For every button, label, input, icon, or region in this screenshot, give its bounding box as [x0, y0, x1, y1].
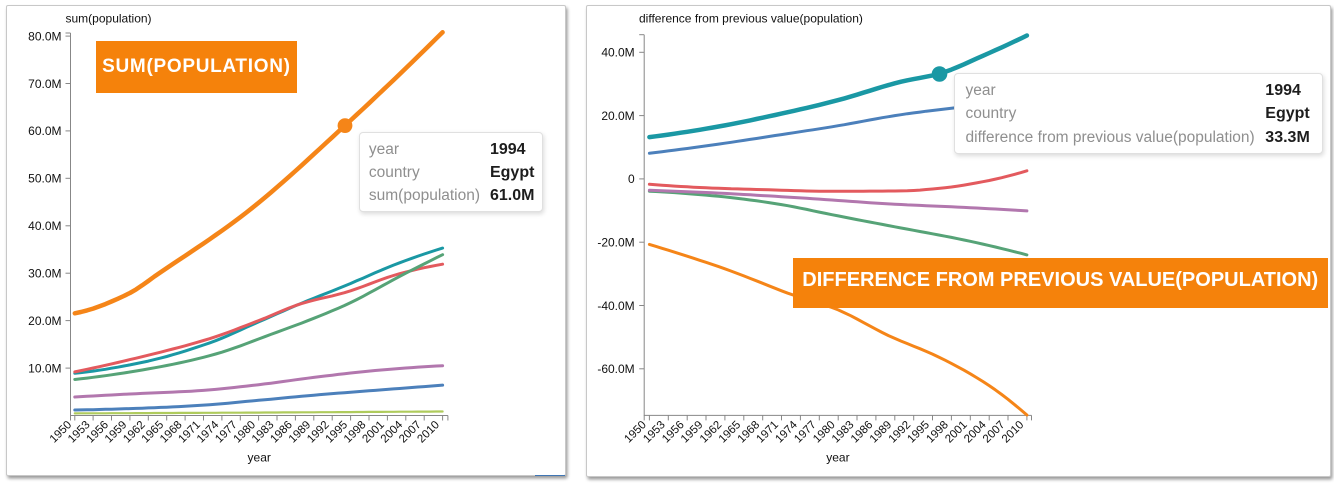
svg-text:year: year	[826, 451, 849, 465]
svg-text:0: 0	[628, 172, 635, 186]
svg-text:40.0M: 40.0M	[28, 219, 61, 233]
svg-text:-20.0M: -20.0M	[597, 236, 634, 250]
svg-text:year: year	[248, 451, 271, 465]
svg-text:-60.0M: -60.0M	[597, 362, 634, 376]
svg-text:60.0M: 60.0M	[28, 124, 61, 138]
svg-text:-40.0M: -40.0M	[597, 299, 634, 313]
svg-text:difference from previous value: difference from previous value(populatio…	[639, 11, 863, 25]
svg-text:50.0M: 50.0M	[28, 172, 61, 186]
svg-text:70.0M: 70.0M	[28, 77, 61, 91]
svg-text:80.0M: 80.0M	[28, 29, 61, 43]
svg-text:20.0M: 20.0M	[601, 109, 634, 123]
svg-text:2010: 2010	[415, 419, 442, 446]
svg-text:30.0M: 30.0M	[28, 267, 61, 281]
svg-text:20.0M: 20.0M	[28, 314, 61, 328]
svg-text:10.0M: 10.0M	[28, 361, 61, 375]
svg-text:sum(population): sum(population)	[66, 11, 152, 25]
svg-text:40.0M: 40.0M	[601, 46, 634, 60]
svg-text:2010: 2010	[1000, 419, 1027, 446]
